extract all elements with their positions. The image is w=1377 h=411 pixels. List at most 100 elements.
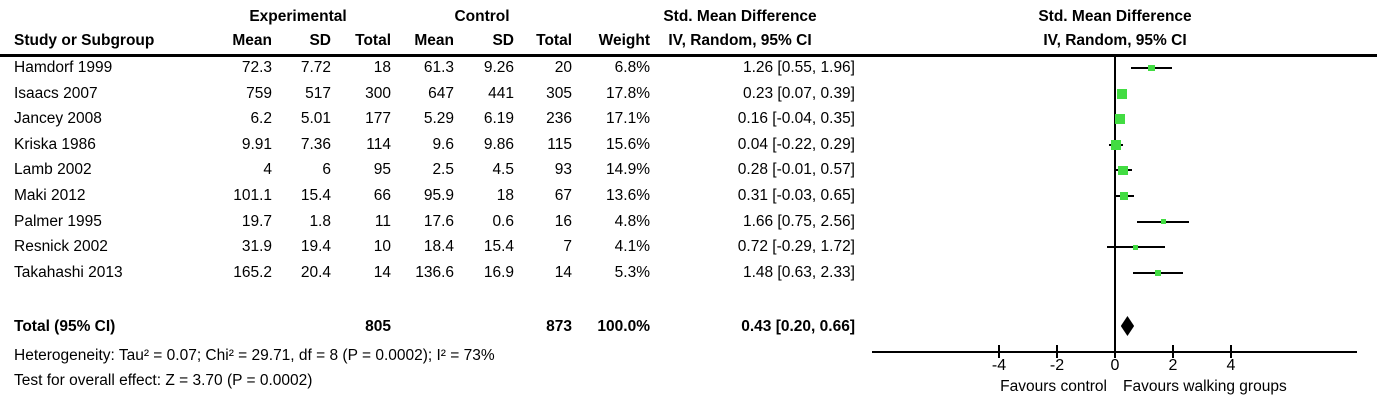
ctl-total-cell: 93 — [554, 161, 572, 179]
weight-cell: 17.1% — [606, 110, 650, 128]
ctl-mean-cell: 18.4 — [423, 238, 454, 256]
ctl-sd-cell: 15.4 — [483, 238, 514, 256]
smd-header-left: Std. Mean Difference — [663, 8, 817, 25]
exp-total-cell: 11 — [374, 212, 391, 230]
ctl-mean-cell: 5.29 — [423, 110, 454, 128]
exp-total-cell: 177 — [365, 110, 391, 128]
exp-mean-cell: 759 — [246, 84, 272, 102]
ci-text-cell: 0.16 [-0.04, 0.35] — [737, 110, 855, 128]
effect-square — [1119, 191, 1129, 201]
effect-square — [1155, 270, 1161, 276]
study-col-header: Study or Subgroup — [14, 32, 155, 49]
ctl-total-cell: 115 — [547, 135, 572, 153]
exp-mean-cell: 19.7 — [241, 212, 272, 230]
exp-total-cell: 95 — [373, 161, 391, 179]
ctl-total-cell: 16 — [554, 212, 572, 230]
exp-mean-col-header: Mean — [232, 32, 272, 49]
ci-text-cell: 0.23 [0.07, 0.39] — [742, 84, 855, 102]
exp-sd-cell: 19.4 — [300, 238, 331, 256]
ci-text-cell: 1.48 [0.63, 2.33] — [742, 263, 855, 281]
effect-square — [1148, 64, 1155, 72]
ctl-sd-col-header: SD — [492, 32, 514, 49]
axis-tick-label: 4 — [1226, 357, 1236, 374]
axis-tick — [998, 345, 1000, 358]
weight-cell: 15.6% — [606, 135, 650, 153]
exp-mean-cell: 31.9 — [241, 238, 272, 256]
axis-tick — [1172, 345, 1174, 358]
study-name: Isaacs 2007 — [14, 84, 98, 102]
ci-text-cell: 1.66 [0.75, 2.56] — [742, 212, 855, 230]
ctl-total-col-header: Total — [536, 32, 572, 49]
ctl-mean-col-header: Mean — [414, 32, 454, 49]
ctl-mean-cell: 136.6 — [415, 263, 454, 281]
exp-sd-cell: 5.01 — [300, 110, 331, 128]
weight-cell: 14.9% — [606, 161, 650, 179]
study-name: Lamb 2002 — [14, 161, 92, 179]
axis-tick — [1230, 345, 1232, 358]
exp-sd-cell: 15.4 — [300, 187, 331, 204]
study-row: Maki 2012 101.1 15.4 66 95.9 18 67 13.6%… — [0, 183, 870, 209]
axis-tick-label: 0 — [1110, 357, 1120, 374]
weight-cell: 4.8% — [614, 212, 650, 230]
total-label: Total (95% CI) — [14, 318, 116, 335]
pooled-diamond — [1120, 316, 1135, 336]
total-ctl-n: 873 — [546, 318, 572, 335]
ctl-total-cell: 14 — [554, 263, 572, 281]
ctl-sd-cell: 4.5 — [492, 161, 514, 179]
study-name: Palmer 1995 — [14, 212, 102, 230]
ctl-total-cell: 236 — [546, 110, 572, 128]
ctl-sd-cell: 9.86 — [483, 135, 514, 153]
axis-tick-label: -2 — [1049, 357, 1065, 374]
study-name: Kriska 1986 — [14, 135, 96, 153]
overall-effect-text: Test for overall effect: Z = 3.70 (P = 0… — [14, 372, 313, 389]
axis-tick-label: 2 — [1168, 357, 1178, 374]
study-name: Jancey 2008 — [14, 110, 102, 128]
header-divider-line — [0, 54, 1377, 57]
exp-total-cell: 66 — [373, 187, 391, 204]
effect-square — [1116, 88, 1127, 99]
ci-text-cell: 1.26 [0.55, 1.96] — [742, 59, 855, 76]
favours-right-label: Favours walking groups — [1123, 378, 1287, 395]
weight-col-header: Weight — [598, 32, 650, 49]
weight-cell: 4.1% — [614, 238, 650, 256]
exp-sd-col-header: SD — [309, 32, 331, 49]
ci-col-header-left: IV, Random, 95% CI — [668, 32, 812, 49]
ctl-total-cell: 20 — [554, 59, 572, 76]
ctl-mean-cell: 2.5 — [432, 161, 454, 179]
weight-cell: 13.6% — [606, 187, 650, 204]
exp-mean-cell: 72.3 — [241, 59, 272, 76]
effect-square — [1160, 218, 1166, 225]
effect-square — [1133, 244, 1139, 250]
ctl-sd-cell: 6.19 — [483, 110, 514, 128]
study-name: Hamdorf 1999 — [14, 59, 113, 76]
total-ci: 0.43 [0.20, 0.66] — [741, 318, 855, 335]
effect-square — [1111, 140, 1121, 150]
ctl-mean-cell: 17.6 — [423, 212, 454, 230]
exp-total-cell: 10 — [373, 238, 391, 256]
study-name: Maki 2012 — [14, 187, 86, 204]
weight-cell: 17.8% — [606, 84, 650, 102]
exp-sd-cell: 1.8 — [309, 212, 331, 230]
study-row: Kriska 1986 9.91 7.36 114 9.6 9.86 115 1… — [0, 132, 870, 158]
ctl-sd-cell: 18 — [496, 187, 514, 204]
exp-total-cell: 300 — [365, 84, 391, 102]
ctl-sd-cell: 441 — [488, 84, 514, 102]
ctl-total-cell: 7 — [563, 238, 572, 256]
exp-mean-cell: 9.91 — [241, 135, 272, 153]
exp-total-cell: 114 — [366, 135, 391, 153]
exp-sd-cell: 20.4 — [300, 263, 331, 281]
ci-text-cell: 0.72 [-0.29, 1.72] — [737, 238, 855, 256]
study-name: Resnick 2002 — [14, 238, 108, 256]
axis-tick — [1056, 345, 1058, 358]
total-weight: 100.0% — [597, 318, 650, 335]
ctl-mean-cell: 647 — [428, 84, 454, 102]
ctl-total-cell: 67 — [554, 187, 572, 204]
ci-text-cell: 0.31 [-0.03, 0.65] — [737, 187, 855, 204]
control-group-header: Control — [454, 8, 510, 25]
favours-left-label: Favours control — [1000, 378, 1107, 395]
experimental-group-header: Experimental — [249, 8, 347, 25]
study-row: Lamb 2002 4 6 95 2.5 4.5 93 14.9% 0.28 [… — [0, 157, 870, 183]
effect-square — [1118, 165, 1128, 176]
exp-sd-cell: 6 — [322, 161, 331, 179]
exp-mean-cell: 101.1 — [233, 187, 272, 204]
